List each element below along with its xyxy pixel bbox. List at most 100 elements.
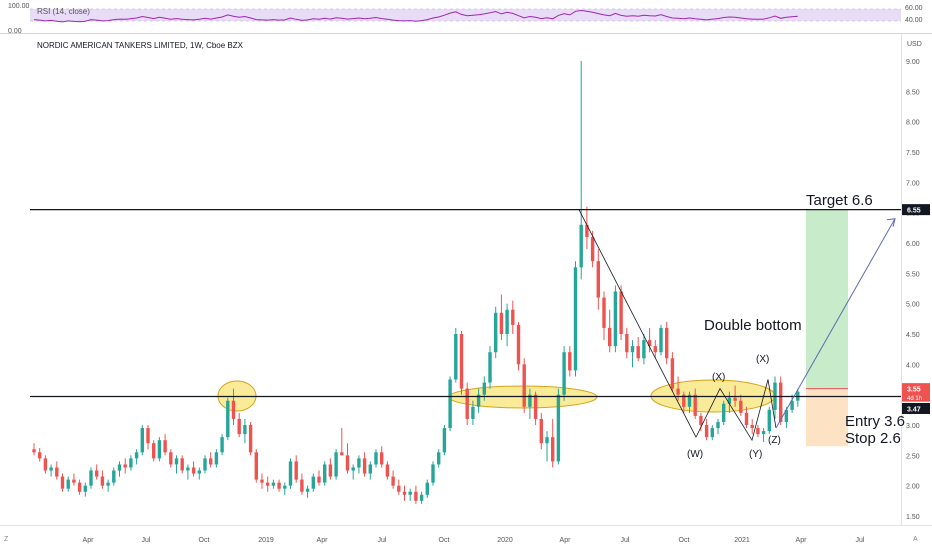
candle-body	[625, 334, 629, 353]
candle-body	[345, 455, 350, 471]
candle-body	[106, 482, 110, 486]
candle-body	[38, 452, 42, 459]
candle-body	[653, 346, 657, 353]
candle-body	[385, 464, 390, 477]
candle-body	[288, 461, 293, 486]
stop-zone	[806, 388, 848, 447]
candle-body	[585, 224, 589, 237]
candle-body	[779, 382, 783, 422]
y-axis: 9.008.508.007.507.006.506.005.505.004.50…	[906, 59, 920, 521]
double-bottom-annotation: Double bottom	[704, 317, 802, 334]
candle-body	[642, 340, 646, 359]
candle-body	[254, 452, 258, 480]
candle-body	[209, 458, 213, 465]
candle-body	[357, 458, 361, 468]
candle-body	[482, 382, 486, 395]
candle-body	[112, 470, 116, 483]
rsi-pane: RSI (14, close) 100.00 0.00 60.00 40.00	[8, 3, 923, 35]
candle-body	[722, 403, 726, 422]
candle-body	[761, 431, 766, 435]
candle-body	[89, 470, 93, 486]
candle-body	[180, 458, 184, 471]
wave-label-z: (Z)	[768, 435, 781, 446]
candle-body	[266, 482, 270, 486]
candle-body	[636, 346, 640, 359]
y-tick-label: 3.00	[906, 423, 920, 430]
candle-body	[545, 437, 549, 444]
auto-scale-icon[interactable]: A	[913, 536, 918, 543]
candle-body	[551, 437, 555, 462]
zoom-icon[interactable]: Z	[4, 536, 9, 543]
candle-body	[351, 467, 355, 471]
candle-body	[516, 324, 521, 365]
candle-body	[756, 428, 760, 435]
candle-body	[140, 428, 144, 453]
y-tick-label: 8.50	[906, 89, 920, 96]
x-tick-label: Oct	[679, 537, 690, 544]
candle-body	[511, 309, 515, 325]
rsi-tick-100: 100.00	[8, 3, 30, 10]
downtrend-line	[578, 209, 697, 438]
candle-body	[716, 421, 720, 429]
candle-body	[699, 415, 703, 425]
candle-body	[146, 428, 150, 444]
x-tick-label: 2020	[497, 537, 513, 544]
candle-body	[676, 388, 680, 395]
candle-body	[169, 452, 173, 465]
candle-body	[317, 476, 321, 483]
candle-body	[174, 458, 179, 465]
candle-body	[277, 482, 281, 489]
candle-body	[488, 352, 492, 383]
candle-body	[152, 443, 156, 459]
candle-body	[693, 394, 697, 416]
candle-body	[397, 485, 401, 492]
candle-body	[271, 482, 276, 486]
candle-body	[55, 467, 59, 477]
candle-body	[670, 358, 675, 389]
candle-body	[750, 425, 754, 429]
y-tick-label: 7.00	[906, 180, 920, 187]
x-tick-label: Oct	[199, 537, 210, 544]
candle-body	[665, 327, 669, 359]
candle-body	[471, 406, 475, 419]
candle-body	[790, 400, 794, 410]
x-tick-label: Apr	[317, 537, 329, 544]
candle-body	[374, 452, 378, 465]
candle-body	[602, 297, 606, 328]
candle-body	[619, 291, 623, 334]
candle-body	[494, 312, 498, 353]
y-tick-label: 6.00	[906, 241, 920, 248]
candle-body	[305, 488, 310, 492]
candle-body	[710, 428, 714, 438]
candle-body	[573, 267, 578, 371]
wave-label-x2: (X)	[756, 354, 769, 365]
price-label-bg	[902, 204, 930, 216]
y-tick-label: 5.50	[906, 271, 920, 278]
y-tick-label: 4.50	[906, 332, 920, 339]
y-tick-label: 9.00	[906, 59, 920, 66]
x-tick-label: Apr	[560, 537, 572, 544]
candle-body	[231, 400, 236, 419]
candle-body	[425, 482, 429, 495]
wave-path	[695, 379, 777, 442]
candle-body	[767, 409, 771, 432]
price-label: 3.55	[907, 387, 921, 394]
candle-body	[391, 476, 395, 486]
candle-body	[733, 397, 737, 401]
candle-body	[528, 394, 532, 407]
candle-body	[613, 291, 618, 347]
candle-body	[328, 464, 333, 477]
candle-body	[77, 482, 82, 492]
candle-body	[100, 476, 105, 486]
candles	[32, 61, 800, 504]
price-label: 6.55	[907, 208, 921, 215]
price-label-bg	[902, 402, 930, 414]
currency-label: USD	[907, 41, 922, 48]
candle-body	[129, 458, 133, 468]
projection-arrow	[886, 218, 896, 227]
target-zone	[806, 209, 848, 389]
x-axis: Apr Jul Oct 2019 Apr Jul Oct 2020 Apr Jul Oct 2021 A…	[83, 537, 865, 544]
y-tick-label: 7.50	[906, 150, 920, 157]
candle-body	[60, 476, 65, 489]
